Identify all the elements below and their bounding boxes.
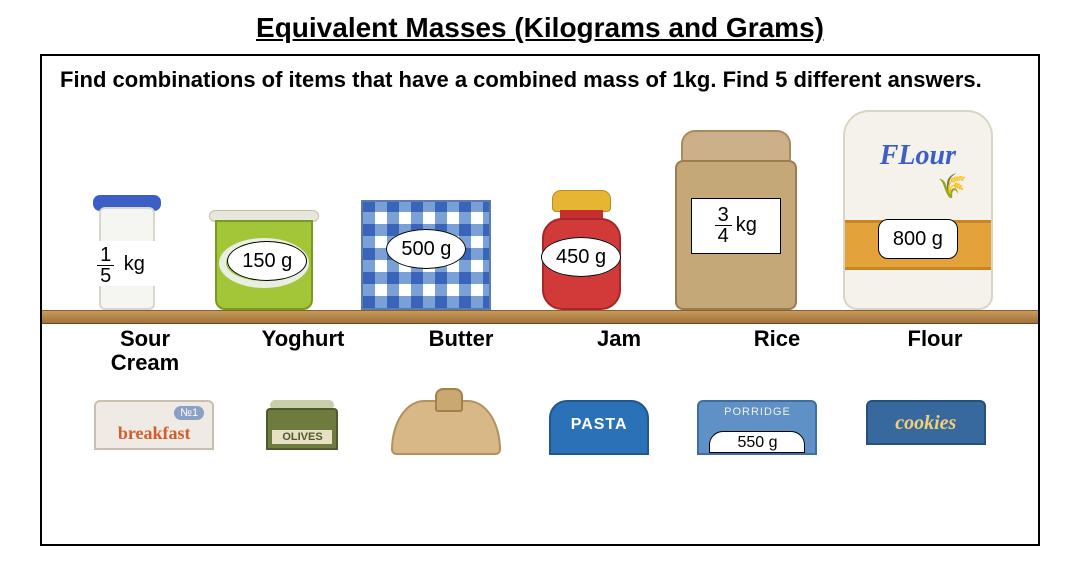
item-cookies: cookies bbox=[866, 400, 986, 445]
caption-row: SourCream Yoghurt Butter Jam Rice Flour bbox=[60, 327, 1020, 375]
yoghurt-graphic: 150 g bbox=[209, 210, 319, 310]
shelf-bar bbox=[42, 310, 1038, 324]
caption-sour-cream: SourCream bbox=[70, 327, 220, 375]
instruction-text: Find combinations of items that have a c… bbox=[60, 66, 1020, 95]
rice-graphic: 3 4 kg bbox=[671, 130, 801, 310]
caption-flour: Flour bbox=[860, 327, 1010, 375]
cereal-tag: №1 bbox=[174, 406, 204, 420]
rice-mass: 3 4 kg bbox=[691, 198, 781, 254]
item-olives: OLIVES bbox=[262, 400, 342, 450]
caption-butter: Butter bbox=[386, 327, 536, 375]
cereal-text: breakfast bbox=[96, 423, 212, 444]
item-sour-cream: 1 5 kg bbox=[87, 195, 167, 310]
shelf-items: 1 5 kg 150 g bbox=[60, 110, 1020, 310]
shelf-row-2: №1 breakfast OLIVES PASTA PORRIDGE 550 g… bbox=[60, 400, 1020, 455]
caption-yoghurt: Yoghurt bbox=[228, 327, 378, 375]
item-cereal: №1 breakfast bbox=[94, 400, 214, 450]
item-sack bbox=[391, 400, 501, 455]
porridge-mass: 550 g bbox=[709, 431, 805, 453]
butter-mass: 500 g bbox=[386, 229, 466, 269]
sour-cream-mass: 1 5 kg bbox=[91, 241, 163, 286]
flour-mass: 800 g bbox=[878, 219, 958, 259]
item-flour: FLour 🌾 800 g bbox=[843, 110, 993, 310]
item-jam: 450 g bbox=[534, 190, 629, 310]
pasta-label: PASTA bbox=[551, 416, 647, 434]
page-title: Equivalent Masses (Kilograms and Grams) bbox=[40, 12, 1040, 44]
item-yoghurt: 150 g bbox=[209, 210, 319, 310]
jam-mass: 450 g bbox=[541, 237, 621, 277]
item-butter: 500 g bbox=[361, 200, 491, 310]
sour-cream-graphic: 1 5 kg bbox=[87, 195, 167, 310]
porridge-label: PORRIDGE bbox=[709, 406, 805, 424]
butter-graphic: 500 g bbox=[361, 200, 491, 310]
cookies-label: cookies bbox=[868, 412, 984, 435]
shelf-row-1: 1 5 kg 150 g bbox=[60, 110, 1020, 370]
yoghurt-mass: 150 g bbox=[227, 241, 307, 281]
olives-label: OLIVES bbox=[272, 430, 332, 444]
jam-graphic: 450 g bbox=[534, 190, 629, 310]
item-pasta: PASTA bbox=[549, 400, 649, 455]
item-porridge: PORRIDGE 550 g bbox=[697, 400, 817, 455]
item-rice: 3 4 kg bbox=[671, 130, 801, 310]
flour-graphic: FLour 🌾 800 g bbox=[843, 110, 993, 310]
flour-brand: FLour bbox=[843, 140, 993, 172]
wheat-icon: 🌾 bbox=[937, 172, 967, 201]
worksheet-frame: Find combinations of items that have a c… bbox=[40, 54, 1040, 546]
caption-jam: Jam bbox=[544, 327, 694, 375]
caption-rice: Rice bbox=[702, 327, 852, 375]
